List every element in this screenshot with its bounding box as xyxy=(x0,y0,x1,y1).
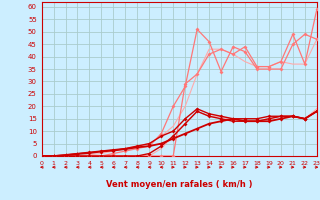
X-axis label: Vent moyen/en rafales ( km/h ): Vent moyen/en rafales ( km/h ) xyxy=(106,180,252,189)
